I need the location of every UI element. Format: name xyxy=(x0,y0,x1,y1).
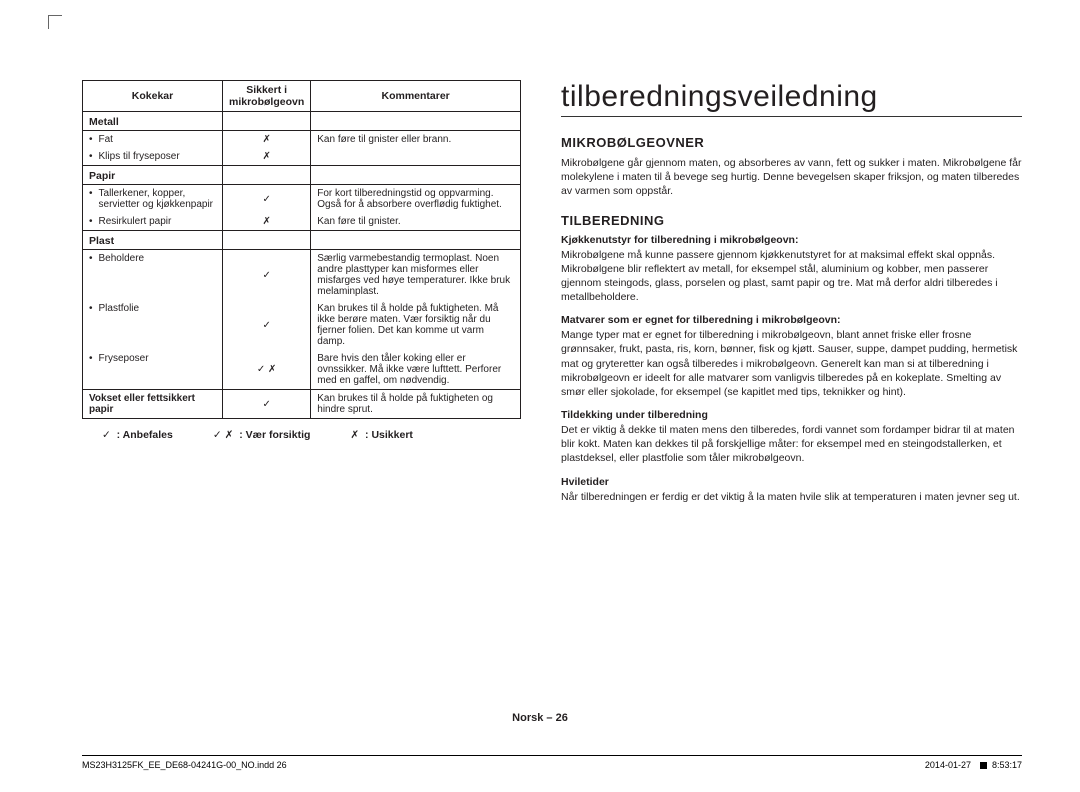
para-tildekking: Det er viktig å dekke til maten mens den… xyxy=(561,423,1022,466)
table-comment: Kan føre til gnister eller brann. xyxy=(311,131,521,149)
heading-tilberedning: TILBEREDNING xyxy=(561,213,1022,228)
table-safe: ✓ ✗ xyxy=(223,350,311,390)
subhead-hviletider: Hviletider xyxy=(561,476,1022,488)
print-mark: MS23H3125FK_EE_DE68-04241G-00_NO.indd 26… xyxy=(82,755,1022,770)
print-file: MS23H3125FK_EE_DE68-04241G-00_NO.indd 26 xyxy=(82,760,287,770)
para-hviletider: Når tilberedningen er ferdig er det vikt… xyxy=(561,490,1022,504)
table-safe: ✓ xyxy=(223,300,311,350)
table-item: Beholdere xyxy=(83,250,223,301)
table-safe: ✓ xyxy=(223,390,311,419)
table-safe: ✓ xyxy=(223,250,311,301)
subhead-kjokkenutstyr: Kjøkkenutstyr for tilberedning i mikrobø… xyxy=(561,234,1022,246)
table-item: Tallerkener, kopper, servietter og kjøkk… xyxy=(83,185,223,214)
table-item: Klips til fryseposer xyxy=(83,148,223,166)
table-comment: Bare hvis den tåler koking eller er ovns… xyxy=(311,350,521,390)
cookware-table: Kokekar Sikkert i mikrobølgeovn Kommenta… xyxy=(82,80,521,419)
subhead-matvarer: Matvarer som er egnet for tilberedning i… xyxy=(561,314,1022,326)
category-header: Plast xyxy=(83,231,223,250)
table-comment: Særlig varmebestandig termoplast. Noen a… xyxy=(311,250,521,301)
table-item: Plastfolie xyxy=(83,300,223,350)
table-comment: For kort tilberedningstid og oppvarming.… xyxy=(311,185,521,214)
para-kjokkenutstyr: Mikrobølgene må kunne passere gjennom kj… xyxy=(561,248,1022,305)
table-comment: Kan brukes til å holde på fuktigheten og… xyxy=(311,390,521,419)
subhead-tildekking: Tildekking under tilberedning xyxy=(561,409,1022,421)
table-comment xyxy=(311,148,521,166)
category-header: Papir xyxy=(83,166,223,185)
print-time: 2014-01-27 8:53:17 xyxy=(925,760,1022,770)
th-kokekar: Kokekar xyxy=(83,81,223,112)
heading-mikrobolgeovner: MIKROBØLGEOVNER xyxy=(561,135,1022,150)
table-item: Resirkulert papir xyxy=(83,213,223,231)
table-item: Vokset eller fettsikkert papir xyxy=(83,390,223,419)
table-safe: ✗ xyxy=(223,148,311,166)
table-safe: ✓ xyxy=(223,185,311,214)
para-mikrobolgeovner: Mikrobølgene går gjennom maten, og absor… xyxy=(561,156,1022,199)
page-title: tilberedningsveiledning xyxy=(561,80,1022,117)
page-number: Norsk – 26 xyxy=(0,712,1080,724)
legend: ✓ : Anbefales✓ ✗ : Vær forsiktig✗ : Usik… xyxy=(82,429,521,441)
table-item: Fat xyxy=(83,131,223,149)
th-kommentarer: Kommentarer xyxy=(311,81,521,112)
category-header: Metall xyxy=(83,112,223,131)
table-comment: Kan føre til gnister. xyxy=(311,213,521,231)
table-safe: ✗ xyxy=(223,131,311,149)
table-comment: Kan brukes til å holde på fuktigheten. M… xyxy=(311,300,521,350)
left-column: Kokekar Sikkert i mikrobølgeovn Kommenta… xyxy=(82,80,521,722)
para-matvarer: Mange typer mat er egnet for tilberednin… xyxy=(561,328,1022,399)
table-safe: ✗ xyxy=(223,213,311,231)
th-sikkert: Sikkert i mikrobølgeovn xyxy=(223,81,311,112)
right-column: tilberedningsveiledning MIKROBØLGEOVNER … xyxy=(561,80,1022,722)
table-item: Fryseposer xyxy=(83,350,223,390)
